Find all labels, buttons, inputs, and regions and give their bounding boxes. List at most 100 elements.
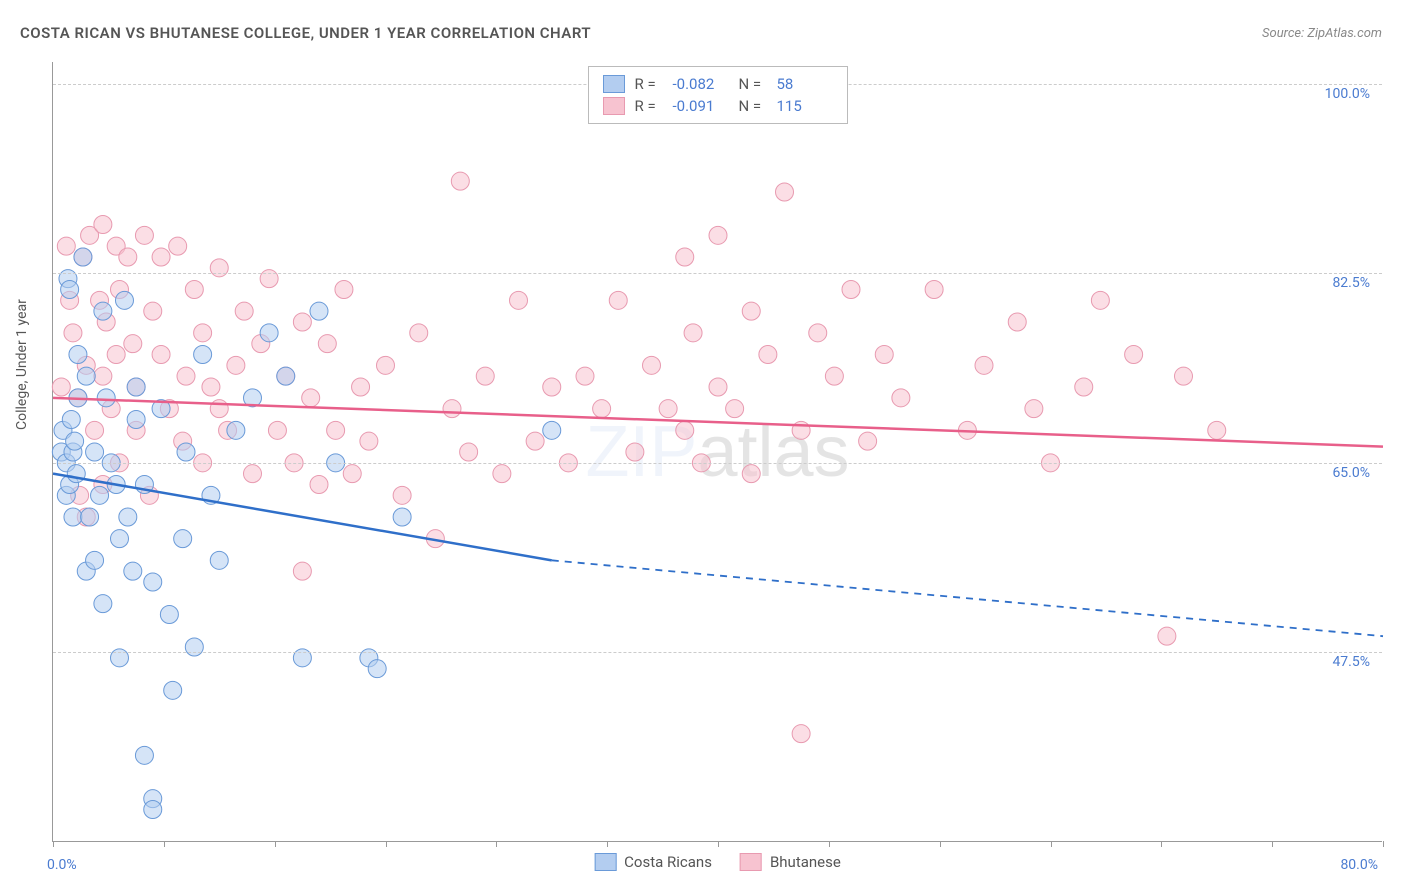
legend-r-value: -0.082 [673,75,729,93]
scatter-point [925,281,943,299]
legend-item-costa-ricans: Costa Ricans [594,853,712,871]
scatter-point [160,606,178,624]
scatter-point [86,421,104,439]
legend-label: Costa Ricans [624,853,712,871]
scatter-point [676,421,694,439]
scatter-point [543,421,561,439]
scatter-point [543,378,561,396]
scatter-point [759,346,777,364]
scatter-point [335,281,353,299]
scatter-point [202,378,220,396]
scatter-point [327,421,345,439]
scatter-point [684,324,702,342]
scatter-point [61,281,79,299]
scatter-point [169,237,187,255]
y-tick-label: 82.5% [1332,275,1370,291]
scatter-point [875,346,893,364]
scatter-point [194,324,212,342]
scatter-point [69,346,87,364]
x-tick [1051,841,1052,847]
scatter-point [410,324,428,342]
scatter-point [1025,400,1043,418]
x-tick [1383,841,1384,847]
x-tick [496,841,497,847]
scatter-point [119,248,137,266]
legend-item-bhutanese: Bhutanese [740,853,841,871]
scatter-point [57,237,75,255]
x-tick [1161,841,1162,847]
scatter-point [277,367,295,385]
scatter-point [510,291,528,309]
scatter-point [859,432,877,450]
scatter-point [66,432,84,450]
legend-swatch-costa-ricans [594,853,616,871]
trend-line-costa-ricans-extrapolated [552,560,1383,636]
scatter-point [260,324,278,342]
x-tick [607,841,608,847]
scatter-point [124,562,142,580]
y-tick-label: 47.5% [1332,654,1370,670]
legend-label: Bhutanese [770,853,841,871]
scatter-point [227,356,245,374]
scatter-point [609,291,627,309]
scatter-point [77,367,95,385]
scatter-plot-svg [53,62,1382,841]
legend-n-value: 115 [777,97,833,115]
legend-r-value: -0.091 [673,97,729,115]
scatter-point [825,367,843,385]
legend-n-label: N = [739,97,767,115]
scatter-point [393,508,411,526]
scatter-point [460,443,478,461]
scatter-point [91,486,109,504]
scatter-point [107,346,125,364]
scatter-point [177,443,195,461]
scatter-point [127,378,145,396]
legend-row-costa-ricans: R = -0.082 N = 58 [603,73,833,95]
scatter-point [676,248,694,266]
grid-line [53,652,1382,653]
scatter-point [124,335,142,353]
scatter-point [210,551,228,569]
scatter-point [1158,627,1176,645]
y-axis-label: College, Under 1 year [14,299,30,430]
scatter-point [360,432,378,450]
trend-line-bhutanese [53,398,1383,447]
plot-area: R = -0.082 N = 58 R = -0.091 N = 115 ZIP… [52,62,1382,842]
y-tick-label: 100.0% [1325,86,1370,102]
grid-line [53,273,1382,274]
scatter-point [792,725,810,743]
scatter-point [318,335,336,353]
x-tick [164,841,165,847]
legend-swatch-bhutanese [603,97,625,115]
series-legend: Costa Ricans Bhutanese [594,853,841,871]
scatter-point [1125,346,1143,364]
x-tick [1272,841,1273,847]
scatter-point [493,465,511,483]
scatter-point [152,346,170,364]
scatter-point [86,551,104,569]
legend-swatch-costa-ricans [603,75,625,93]
scatter-point [776,183,794,201]
legend-r-label: R = [635,97,663,115]
scatter-point [119,508,137,526]
scatter-point [593,400,611,418]
scatter-point [74,248,92,266]
legend-row-bhutanese: R = -0.091 N = 115 [603,95,833,117]
x-tick [386,841,387,847]
scatter-point [64,508,82,526]
scatter-point [576,367,594,385]
scatter-point [135,746,153,764]
legend-r-label: R = [635,75,663,93]
chart-title: COSTA RICAN VS BHUTANESE COLLEGE, UNDER … [20,24,591,42]
scatter-point [94,367,112,385]
scatter-point [709,378,727,396]
scatter-point [111,530,129,548]
scatter-point [227,421,245,439]
scatter-point [659,400,677,418]
scatter-point [809,324,827,342]
scatter-point [268,421,286,439]
x-tick [940,841,941,847]
scatter-point [64,324,82,342]
scatter-point [709,226,727,244]
scatter-point [152,248,170,266]
